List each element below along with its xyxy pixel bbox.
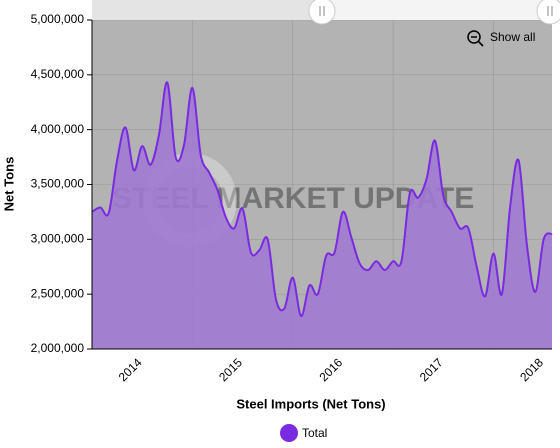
show-all[interactable]: Show all [490,30,535,44]
y-tick-label: 2,000,000 [31,341,85,355]
x-tick-label: 2014 [116,355,145,384]
y-tick-label: 4,500,000 [31,67,85,81]
scrollbar-selected[interactable] [92,0,322,20]
x-tick-label: 2018 [517,355,546,384]
x-tick-label: 2017 [417,355,446,384]
zoom-icon [467,30,481,44]
y-tick-label: 5,000,000 [31,12,85,26]
scrollbar-handle[interactable] [536,0,560,25]
y-tick-label: 2,500,000 [31,286,85,300]
x-tick-label: 2015 [216,355,245,384]
y-axis-title: Net Tons [1,157,16,212]
zoom-icon [477,40,484,47]
y-tick-label: 3,500,000 [31,177,85,191]
legend-label: Total [302,426,327,440]
line [91,81,553,318]
legend-marker [280,424,298,442]
y-tick-label: 4,000,000 [31,122,85,136]
y-tick-label: 3,000,000 [31,232,85,246]
x-axis-title: Steel Imports (Net Tons) [236,396,385,411]
x-tick-label: 2016 [316,355,345,384]
zoom-button[interactable]: Show all [467,30,535,47]
scrollbar-track[interactable] [322,0,552,20]
scrollbar-handle[interactable] [308,0,336,25]
